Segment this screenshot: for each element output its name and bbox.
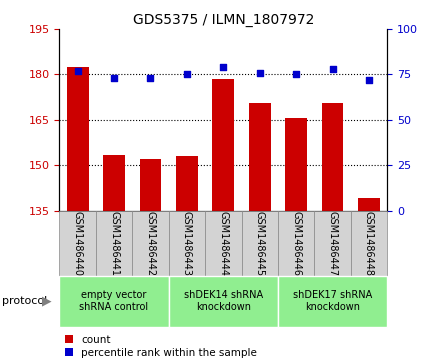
Text: GSM1486440: GSM1486440 bbox=[73, 211, 83, 276]
Text: GSM1486446: GSM1486446 bbox=[291, 211, 301, 276]
Bar bbox=[314, 211, 351, 276]
Point bbox=[147, 75, 154, 81]
Bar bbox=[96, 211, 132, 276]
Point bbox=[183, 72, 191, 77]
Bar bbox=[59, 211, 96, 276]
Point bbox=[293, 72, 300, 77]
Text: protocol: protocol bbox=[2, 296, 48, 306]
Text: GSM1486441: GSM1486441 bbox=[109, 211, 119, 276]
Bar bbox=[169, 276, 278, 327]
Bar bbox=[278, 211, 314, 276]
Point bbox=[256, 70, 263, 76]
Bar bbox=[169, 211, 205, 276]
Text: GSM1486442: GSM1486442 bbox=[146, 211, 155, 276]
Bar bbox=[103, 155, 125, 211]
Text: ▶: ▶ bbox=[42, 295, 51, 308]
Bar bbox=[242, 211, 278, 276]
Bar bbox=[351, 211, 387, 276]
Point bbox=[110, 75, 117, 81]
Text: GSM1486447: GSM1486447 bbox=[327, 211, 337, 276]
Legend: count, percentile rank within the sample: count, percentile rank within the sample bbox=[65, 335, 257, 358]
Text: GSM1486448: GSM1486448 bbox=[364, 211, 374, 276]
Bar bbox=[176, 156, 198, 211]
Bar bbox=[132, 211, 169, 276]
Text: shDEK17 shRNA
knockdown: shDEK17 shRNA knockdown bbox=[293, 290, 372, 312]
Bar bbox=[249, 103, 271, 211]
Bar bbox=[205, 211, 242, 276]
Text: shDEK14 shRNA
knockdown: shDEK14 shRNA knockdown bbox=[184, 290, 263, 312]
Text: GSM1486444: GSM1486444 bbox=[218, 211, 228, 276]
Text: GSM1486445: GSM1486445 bbox=[255, 211, 265, 276]
Text: GSM1486443: GSM1486443 bbox=[182, 211, 192, 276]
Bar bbox=[213, 79, 234, 211]
Bar bbox=[278, 276, 387, 327]
Point bbox=[366, 77, 373, 83]
Bar bbox=[358, 199, 380, 211]
Bar bbox=[67, 67, 88, 211]
Bar bbox=[322, 103, 344, 211]
Bar bbox=[59, 276, 169, 327]
Title: GDS5375 / ILMN_1807972: GDS5375 / ILMN_1807972 bbox=[132, 13, 314, 26]
Point bbox=[220, 64, 227, 70]
Bar bbox=[139, 159, 161, 211]
Bar bbox=[285, 118, 307, 211]
Text: empty vector
shRNA control: empty vector shRNA control bbox=[80, 290, 149, 312]
Point bbox=[74, 68, 81, 74]
Point bbox=[329, 66, 336, 72]
